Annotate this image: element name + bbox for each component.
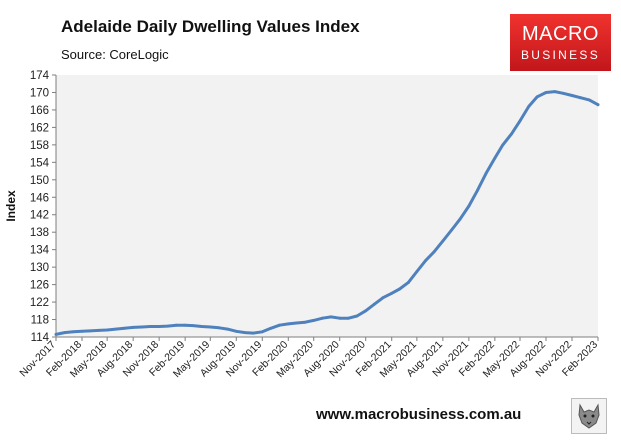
footer-url: www.macrobusiness.com.au (316, 406, 522, 423)
data-point (475, 189, 479, 193)
data-point (501, 143, 505, 147)
data-point (518, 119, 522, 123)
y-tick-label: 118 (31, 315, 49, 327)
data-point (286, 322, 290, 326)
data-point (226, 327, 229, 331)
y-tick-label: 162 (30, 122, 49, 134)
data-point (450, 228, 453, 232)
data-point (493, 156, 497, 160)
data-point (97, 329, 101, 332)
data-point (424, 259, 427, 262)
series-line-adelaide-index (54, 90, 600, 336)
data-point (123, 326, 126, 330)
data-point (278, 323, 281, 327)
data-point (105, 328, 109, 332)
data-point (88, 329, 92, 333)
y-tick-label: 146 (30, 192, 49, 204)
data-point (303, 320, 307, 324)
data-point (80, 329, 84, 333)
y-tick-label: 134 (30, 245, 50, 257)
data-point (441, 239, 445, 243)
data-point (415, 270, 419, 273)
data-point (527, 105, 531, 108)
data-point (200, 325, 204, 328)
data-point (510, 132, 513, 136)
data-point (54, 333, 58, 336)
data-point (183, 323, 187, 327)
data-point (312, 319, 316, 322)
y-axis-title: Index (4, 190, 18, 222)
macrobusiness-logo: MACRO BUSINESS (510, 14, 611, 71)
data-point (260, 330, 264, 334)
data-point (355, 314, 359, 318)
data-point (432, 250, 436, 254)
y-tick-label: 174 (30, 70, 50, 82)
data-point (398, 287, 401, 291)
y-tick-label: 126 (30, 280, 49, 292)
data-point (570, 94, 574, 97)
data-point (157, 325, 161, 328)
y-tick-label: 166 (30, 105, 49, 117)
wolf-mascot-icon (571, 398, 607, 434)
data-point (321, 316, 324, 320)
data-point (191, 324, 195, 327)
y-tick-label: 114 (31, 332, 50, 344)
data-point (131, 326, 135, 329)
data-point (561, 91, 565, 95)
chart-title: Adelaide Daily Dwelling Values Index (61, 17, 360, 36)
data-point (295, 321, 298, 325)
y-tick-label: 130 (30, 262, 49, 274)
data-point (390, 291, 394, 295)
data-point (217, 326, 221, 330)
data-point (467, 204, 471, 208)
y-tick-label: 138 (30, 227, 49, 239)
y-tick-label: 122 (30, 297, 49, 309)
data-point (458, 217, 462, 221)
data-point (372, 302, 376, 306)
series-points (54, 90, 600, 336)
data-point (114, 327, 118, 331)
data-point (596, 103, 600, 107)
data-point (407, 281, 410, 284)
data-point (535, 95, 539, 99)
data-point (579, 96, 582, 100)
data-point (553, 90, 557, 93)
data-point (243, 331, 247, 334)
x-axis-ticks: Nov-2017Feb-2018May-2018Aug-2018Nov-2018… (17, 337, 600, 380)
chart-source: Source: CoreLogic (61, 47, 169, 62)
y-axis-ticks: 114 118 122 126 130 134 138 142 146 150 154 158 162 1… (30, 70, 56, 344)
data-point (234, 329, 238, 333)
data-point (63, 331, 66, 334)
data-point (175, 323, 178, 327)
logo-line-business: BUSINESS (520, 48, 601, 62)
data-point (269, 326, 273, 330)
data-point (484, 171, 488, 175)
data-point (329, 315, 333, 319)
data-point (587, 98, 591, 102)
y-tick-label: 150 (30, 175, 49, 187)
data-point (338, 316, 342, 320)
data-point (347, 316, 350, 320)
plot-area (56, 75, 598, 337)
y-tick-label: 154 (30, 157, 50, 169)
y-tick-label: 170 (30, 87, 49, 99)
data-point (364, 309, 368, 313)
y-tick-label: 142 (30, 210, 49, 222)
data-point (149, 325, 152, 328)
logo-line-macro: MACRO (522, 23, 599, 45)
data-point (166, 324, 170, 328)
data-point (208, 325, 212, 329)
data-point (381, 296, 385, 300)
data-point (544, 91, 548, 94)
data-point (71, 330, 75, 334)
y-tick-label: 158 (30, 140, 49, 152)
data-point (252, 331, 255, 335)
data-point (140, 325, 144, 329)
